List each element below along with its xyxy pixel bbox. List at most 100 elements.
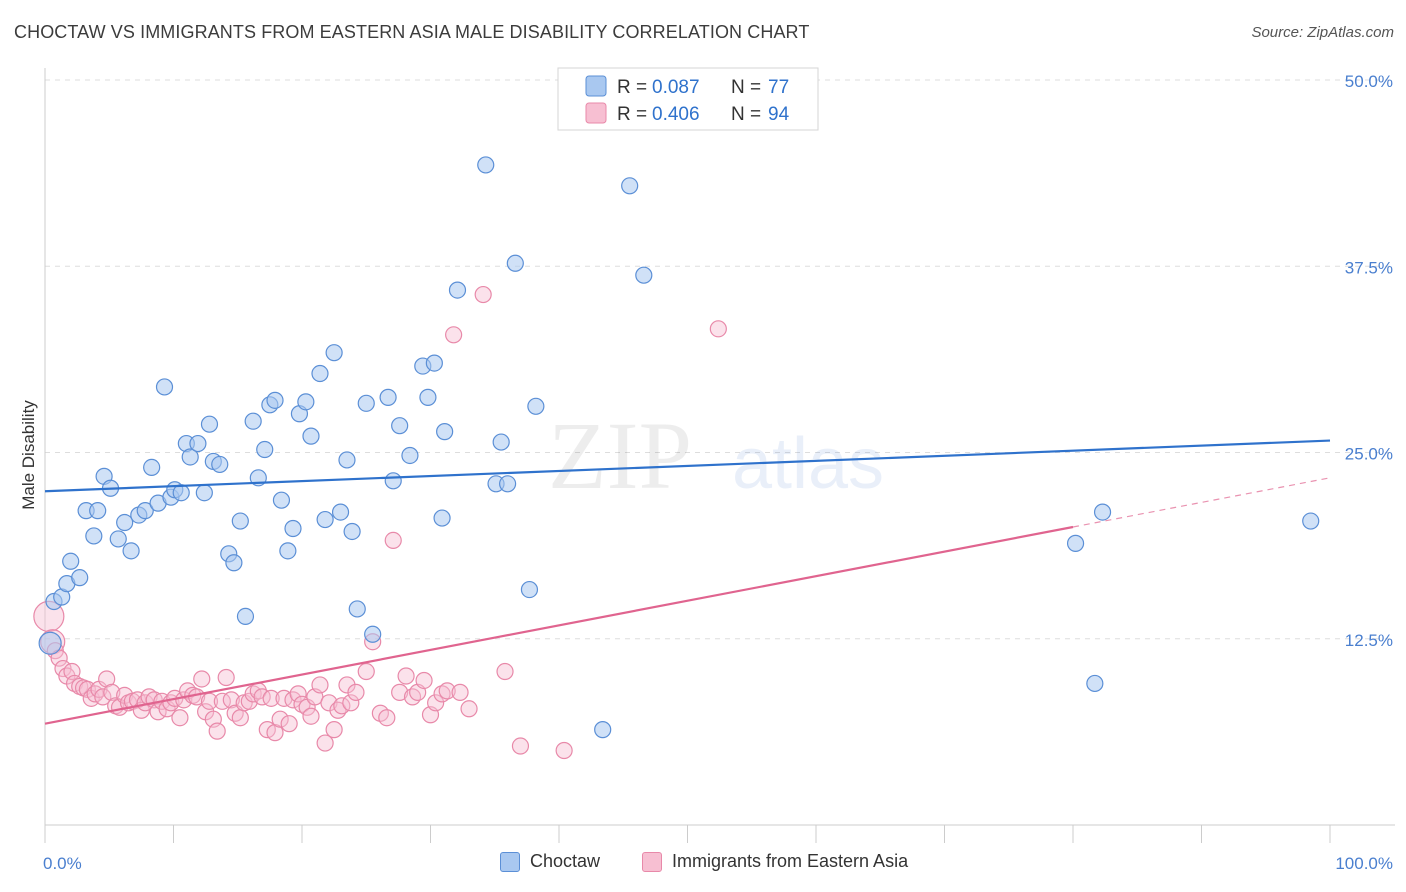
choctaw-point	[425, 354, 443, 372]
choctaw-point	[195, 484, 213, 502]
choctaw-point	[436, 423, 454, 441]
choctaw-point	[506, 254, 524, 272]
choctaw-point	[181, 448, 199, 466]
immigrants-point	[555, 741, 573, 760]
choctaw-point	[343, 522, 361, 541]
choctaw-point	[136, 502, 154, 520]
choctaw-point	[302, 427, 320, 445]
choctaw-point	[448, 281, 467, 299]
immigrants-point	[397, 667, 415, 685]
x-tick-label: 0.0%	[43, 854, 82, 873]
choctaw-point	[236, 607, 255, 626]
chart-title: CHOCTAW VS IMMIGRANTS FROM EASTERN ASIA …	[14, 22, 810, 42]
immigrants-point	[193, 670, 211, 688]
choctaw-point	[143, 458, 161, 476]
axes	[44, 68, 1395, 843]
choctaw-point	[109, 530, 127, 548]
choctaw-point	[266, 391, 284, 409]
choctaw-point	[89, 502, 107, 520]
legend-item-immigrants: Immigrants from Eastern Asia	[642, 851, 908, 872]
choctaw-point	[1066, 534, 1085, 552]
immigrants-point	[709, 320, 727, 338]
immigrants-point	[384, 531, 402, 550]
choctaw-point	[419, 388, 437, 406]
choctaw-point	[1086, 674, 1104, 693]
choctaw-point	[71, 569, 89, 587]
choctaw-point	[594, 721, 612, 739]
immigrants-point	[357, 662, 375, 681]
choctaw-point	[338, 451, 356, 469]
choctaw-point	[384, 472, 402, 490]
legend-r-label-1: R =	[617, 77, 647, 98]
immigrants-point	[293, 695, 311, 713]
immigrants-trend-extension	[1072, 477, 1331, 528]
choctaw-point	[244, 412, 262, 430]
choctaw-point	[635, 266, 653, 284]
choctaw-point	[272, 491, 291, 509]
choctaw-point	[357, 394, 375, 412]
immigrants-point	[496, 662, 514, 681]
immigrants-point	[391, 683, 409, 701]
immigrants-point	[433, 685, 451, 703]
chart-source: Source: ZipAtlas.com	[1251, 24, 1394, 41]
choctaw-point	[311, 364, 329, 383]
legend-r-label-2: R =	[617, 104, 647, 125]
immigrants-point	[342, 694, 360, 712]
choctaw-point	[492, 433, 510, 451]
immigrants-point	[208, 722, 226, 740]
choctaw-point	[297, 393, 315, 411]
immigrants-point	[438, 682, 456, 700]
choctaw-point	[1302, 512, 1320, 530]
immigrants-point	[415, 671, 433, 690]
legend-n-value-1: 77	[768, 77, 789, 98]
choctaw-point	[38, 631, 62, 655]
choctaw-swatch	[500, 851, 520, 872]
choctaw-point	[122, 542, 140, 560]
choctaw-point	[231, 512, 249, 530]
immigrants-point	[302, 707, 320, 725]
choctaw-point	[527, 397, 545, 415]
choctaw-point	[225, 554, 243, 572]
choctaw-point	[85, 527, 103, 545]
immigrants-point	[378, 709, 396, 727]
choctaw-point	[477, 156, 495, 174]
legend-n-label-2: N =	[731, 104, 761, 125]
legend-label-choctaw: Choctaw	[530, 851, 601, 871]
immigrants-point	[271, 710, 289, 728]
choctaw-point	[331, 503, 350, 521]
choctaw-point	[391, 417, 409, 435]
choctaw-trend-line	[44, 439, 1331, 493]
legend-box: R = 0.087 N = 77 R = 0.406 N = 94	[557, 67, 819, 131]
immigrants-point	[325, 721, 343, 739]
series-choctaw-points	[38, 156, 1320, 739]
tick-labels: 12.5% 25.0% 37.5% 50.0% 0.0% 100.0%	[43, 72, 1393, 873]
choctaw-point	[256, 440, 274, 459]
choctaw-point	[379, 388, 397, 406]
legend-swatch-choctaw	[585, 75, 607, 97]
choctaw-point	[189, 434, 207, 453]
y-tick-label: 25.0%	[1345, 445, 1393, 464]
immigrants-point	[511, 737, 530, 755]
y-tick-label: 12.5%	[1345, 631, 1393, 650]
choctaw-point	[325, 344, 343, 362]
choctaw-point	[401, 446, 419, 465]
immigrants-point	[311, 676, 329, 694]
choctaw-point	[211, 455, 229, 474]
choctaw-point	[348, 600, 366, 618]
immigrants-point	[316, 734, 334, 752]
grid-lines	[45, 79, 1395, 640]
y-tick-label: 50.0%	[1345, 72, 1393, 91]
legend-n-value-2: 94	[768, 104, 790, 125]
watermark: ZIP atlas	[548, 402, 884, 509]
legend-label-immigrants: Immigrants from Eastern Asia	[672, 851, 909, 871]
immigrants-point	[103, 683, 121, 701]
immigrants-point	[222, 691, 240, 709]
choctaw-point	[621, 177, 639, 195]
immigrants-point	[262, 689, 280, 707]
choctaw-point	[155, 378, 174, 396]
legend-r-value-2: 0.406	[652, 104, 700, 125]
trend-lines	[44, 439, 1331, 725]
immigrants-point	[280, 715, 298, 733]
immigrants-point	[171, 709, 189, 727]
